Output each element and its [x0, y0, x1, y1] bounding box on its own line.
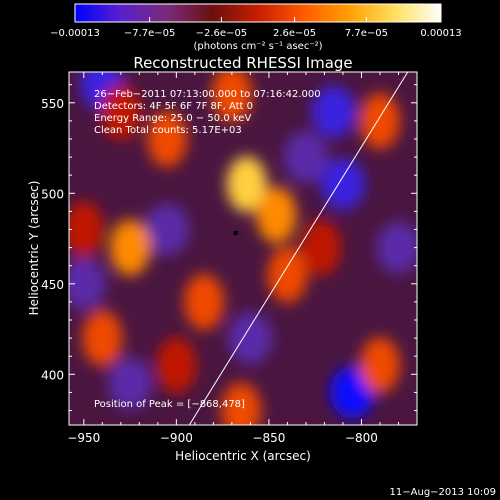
heatmap-hot-spot — [156, 337, 197, 394]
heatmap-cold-spot — [145, 203, 190, 256]
colorbar-gradient — [74, 3, 442, 23]
heatmap-hot-spot — [226, 156, 267, 213]
heatmap-cold-spot — [283, 131, 328, 184]
annotation-clean-counts: Clean Total counts: 5.17E+03 — [94, 125, 242, 136]
heatmap-cold-spot — [376, 221, 417, 274]
heatmap-hot-spot — [110, 219, 151, 276]
y-tick-label: 400 — [41, 368, 64, 382]
x-axis: −950 −900 −850 −800 — [67, 72, 418, 445]
x-tick-label: −900 — [160, 431, 193, 445]
colorbar-tick-label: 7.7e−05 — [345, 28, 388, 39]
heatmap-hot-spot — [100, 83, 141, 140]
x-axis-label: Heliocentric X (arcsec) — [175, 449, 311, 463]
chart-title: Reconstructed RHESSI Image — [133, 54, 352, 72]
annotation-time-range: 26−Feb−2011 07:13:00.000 to 07:16:42.000 — [94, 89, 321, 100]
heatmap-cold-spot — [320, 158, 365, 211]
y-tick-label: 450 — [41, 278, 64, 292]
colorbar-tick-label: 2.6e−05 — [273, 28, 316, 39]
heatmap-hot-spot — [221, 382, 262, 425]
annotation-peak-position: Position of Peak = [−868,478] — [94, 399, 245, 410]
colorbar-ticks: −0.00013 −7.7e−05 −2.6e−05 2.6e−05 7.7e−05 0.… — [50, 17, 462, 39]
heatmap-hot-spot — [267, 246, 308, 303]
heatmap-hot-spot — [256, 187, 297, 244]
peak-marker — [233, 231, 238, 236]
solar-limb-line — [188, 72, 409, 425]
peak-dot — [233, 231, 238, 236]
annotations: 26−Feb−2011 07:13:00.000 to 07:16:42.000… — [94, 89, 321, 410]
plot-frame — [68, 71, 418, 426]
heatmap-hot-spot — [82, 310, 123, 367]
heatmap-hot-spot — [69, 201, 104, 258]
colorbar-tick-label: −2.6e−05 — [196, 28, 248, 39]
heatmap-hot-spot — [184, 273, 225, 330]
heatmap-hot-spot — [300, 219, 341, 276]
y-tick-label: 550 — [41, 97, 64, 111]
annotation-detectors: Detectors: 4F 5F 6F 7F 8F, Att 0 — [94, 101, 253, 112]
footer-date: 11−Aug−2013 10:09 — [389, 487, 496, 498]
colorbar-label: (photons cm⁻² s⁻¹ asec⁻²) — [193, 41, 322, 52]
annotation-energy-range: Energy Range: 25.0 − 50.0 keV — [94, 113, 251, 124]
x-tick-label: −850 — [252, 431, 285, 445]
plot-area — [69, 72, 417, 425]
heatmap-hot-spot — [147, 110, 188, 167]
colorbar-tick-label: 0.00013 — [420, 28, 461, 39]
y-axis: 400 450 500 550 — [41, 84, 417, 412]
x-tick-label: −950 — [67, 431, 100, 445]
heatmap-hot-spot — [359, 92, 400, 149]
heatmap-hot-spot — [359, 337, 400, 394]
heatmap-cold-spot — [108, 357, 153, 410]
colorbar: −0.00013 −7.7e−05 −2.6e−05 2.6e−05 7.7e−05 0.… — [50, 3, 462, 52]
heatmap-cold-spot — [311, 85, 356, 138]
colorbar-tick-label: −7.7e−05 — [124, 28, 176, 39]
heatmap-blobs — [69, 72, 417, 425]
y-tick-label: 500 — [41, 187, 64, 201]
heatmap-hot-spot — [211, 72, 252, 122]
y-axis-label: Heliocentric Y (arcsec) — [27, 181, 41, 316]
colorbar-tick-label: −0.00013 — [50, 28, 100, 39]
heatmap-cold-spot — [69, 257, 106, 310]
x-tick-label: −800 — [345, 431, 378, 445]
heatmap-cold-spot — [228, 312, 273, 365]
